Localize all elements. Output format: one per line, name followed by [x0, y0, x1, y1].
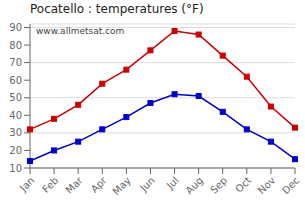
- svg-text:Mar: Mar: [63, 174, 85, 196]
- svg-text:Aug: Aug: [183, 175, 205, 197]
- svg-text:Jun: Jun: [137, 175, 157, 195]
- svg-text:Apr: Apr: [89, 174, 110, 195]
- svg-text:Jan: Jan: [17, 175, 36, 194]
- svg-text:50: 50: [9, 92, 22, 103]
- svg-text:90: 90: [9, 22, 22, 33]
- html-text:Pocatello : temperatures (°F): Pocatello : temperatures (°F): [30, 2, 204, 16]
- html-text:www.allmetsat.com: www.allmetsat.com: [36, 26, 125, 36]
- svg-text:Dec: Dec: [280, 175, 297, 196]
- svg-text:70: 70: [9, 57, 22, 68]
- svg-text:Feb: Feb: [40, 175, 60, 195]
- svg-text:Oct: Oct: [233, 175, 253, 195]
- svg-text:Nov: Nov: [256, 175, 278, 197]
- svg-text:Jul: Jul: [164, 175, 181, 192]
- svg-text:30: 30: [9, 127, 22, 138]
- svg-text:10: 10: [9, 163, 22, 174]
- svg-text:May: May: [110, 175, 132, 197]
- svg-text:80: 80: [9, 40, 22, 51]
- svg-text:Sep: Sep: [208, 175, 229, 196]
- svg-text:40: 40: [9, 110, 22, 121]
- svg-text:20: 20: [9, 145, 22, 156]
- svg-text:60: 60: [9, 75, 22, 86]
